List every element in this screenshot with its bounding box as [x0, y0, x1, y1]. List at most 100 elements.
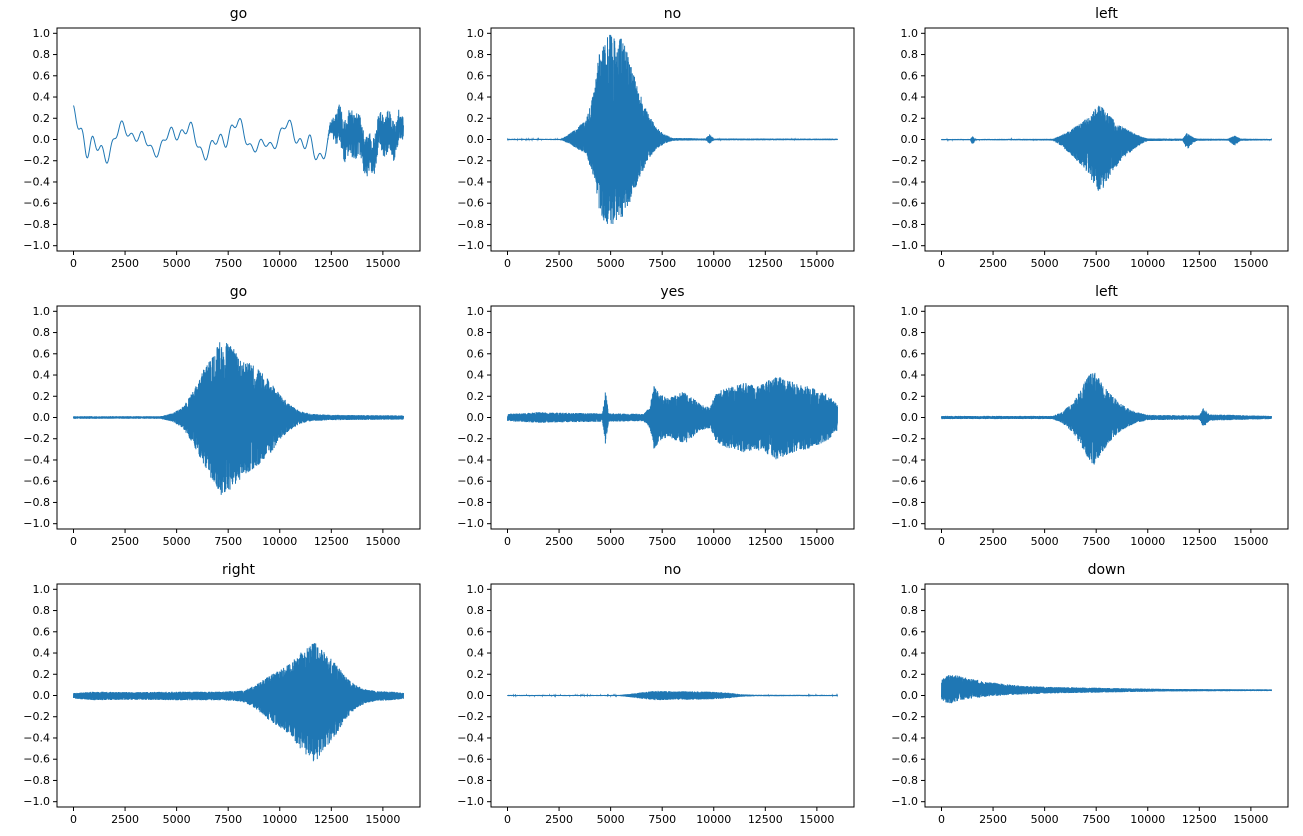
x-tick-label: 2500 [545, 535, 573, 548]
y-tick-label: −0.8 [891, 496, 918, 509]
y-tick-label: −1.0 [23, 239, 50, 252]
subplot-left-2: left 1.0 0.8 0.6 0.4 0.2 0.0 −0.2 −0.4 −0.6 −0.8 −1… [868, 0, 1302, 278]
x-tick-label: 5000 [163, 257, 191, 270]
x-tick-label: 5000 [1031, 813, 1059, 826]
y-tick-label: −0.8 [457, 774, 484, 787]
y-tick-label: 0.0 [467, 689, 485, 702]
y-tick-label: −0.4 [891, 731, 918, 744]
y-tick-label: 0.8 [33, 48, 51, 61]
y-tick-label: 0.0 [33, 411, 51, 424]
x-tick-label: 2500 [979, 813, 1007, 826]
subplot-go-0: go 1.0 0.8 0.6 0.4 0.2 0.0 −0.2 −0.4 −0.6 −0.8 −1.0… [0, 0, 434, 278]
waveform-line [73, 104, 404, 177]
subplot-down-8: down 1.0 0.8 0.6 0.4 0.2 0.0 −0.2 −0.4 −0.6 −0.8 −1… [868, 556, 1302, 834]
plot-area: yes 1.0 0.8 0.6 0.4 0.2 0.0 −0.2 −0.4 −0.6 −0.8 −1.… [457, 284, 855, 548]
x-tick-label: 12500 [314, 813, 349, 826]
x-tick-label: 12500 [748, 535, 783, 548]
y-tick-label: −0.4 [23, 731, 50, 744]
x-tick-label: 2500 [111, 535, 139, 548]
y-tick-label: 0.2 [901, 390, 919, 403]
waveform-line [73, 643, 404, 762]
subplot-title: left [1095, 6, 1118, 22]
y-tick-label: 0.2 [467, 390, 485, 403]
x-tick-label: 5000 [1031, 535, 1059, 548]
y-tick-label: −0.8 [23, 496, 50, 509]
x-tick-label: 15000 [1233, 813, 1268, 826]
subplot-title: left [1095, 284, 1118, 300]
y-tick-label: −0.8 [891, 774, 918, 787]
y-tick-label: −0.4 [23, 453, 50, 466]
subplot-title: yes [660, 284, 684, 300]
y-tick-label: −0.4 [891, 175, 918, 188]
x-tick-label: 2500 [111, 257, 139, 270]
y-tick-label: −0.2 [23, 710, 50, 723]
waveform-line [73, 342, 404, 495]
y-tick-label: −1.0 [23, 795, 50, 808]
y-tick-label: −0.6 [457, 753, 484, 766]
x-tick-label: 2500 [545, 813, 573, 826]
x-tick-label: 2500 [545, 257, 573, 270]
x-tick-label: 15000 [1233, 535, 1268, 548]
waveform-line [941, 105, 1272, 191]
x-tick-label: 10000 [696, 813, 731, 826]
y-tick-label: 0.2 [33, 390, 51, 403]
waveform-line [507, 34, 838, 225]
plot-area: go 1.0 0.8 0.6 0.4 0.2 0.0 −0.2 −0.4 −0.6 −0.8 −1.0… [23, 284, 421, 548]
subplot-title: go [230, 6, 247, 22]
y-tick-label: −0.6 [457, 475, 484, 488]
x-tick-label: 10000 [1130, 257, 1165, 270]
y-tick-label: 0.4 [901, 91, 919, 104]
y-tick-label: 0.4 [33, 647, 51, 660]
x-tick-label: 15000 [799, 813, 834, 826]
x-tick-label: 0 [504, 535, 511, 548]
plot-area: no 1.0 0.8 0.6 0.4 0.2 0.0 −0.2 −0.4 −0.6 −0.8 −1.0… [457, 6, 855, 270]
x-tick-label: 12500 [314, 535, 349, 548]
y-tick-label: −1.0 [457, 795, 484, 808]
y-tick-label: −0.4 [457, 731, 484, 744]
y-tick-label: 1.0 [33, 27, 51, 40]
x-tick-label: 0 [70, 257, 77, 270]
axes-frame [56, 27, 421, 252]
x-tick-label: 0 [70, 535, 77, 548]
x-tick-label: 10000 [696, 535, 731, 548]
y-tick-label: −0.6 [891, 475, 918, 488]
y-tick-label: 1.0 [901, 27, 919, 40]
y-tick-label: 0.6 [33, 69, 51, 82]
x-tick-label: 10000 [262, 813, 297, 826]
y-tick-label: 0.0 [901, 689, 919, 702]
y-tick-label: 0.4 [467, 647, 485, 660]
y-tick-label: 0.8 [901, 326, 919, 339]
x-tick-label: 12500 [748, 257, 783, 270]
x-tick-label: 15000 [365, 813, 400, 826]
y-tick-label: 0.6 [33, 347, 51, 360]
plot-area: left 1.0 0.8 0.6 0.4 0.2 0.0 −0.2 −0.4 −0.6 −0.8 −1… [891, 284, 1289, 548]
y-tick-label: 0.8 [467, 326, 485, 339]
y-tick-label: −0.8 [23, 218, 50, 231]
y-tick-label: 0.4 [901, 369, 919, 382]
y-tick-label: 0.4 [467, 369, 485, 382]
x-tick-label: 7500 [648, 813, 676, 826]
axes-frame [490, 583, 855, 808]
x-tick-label: 7500 [648, 535, 676, 548]
subplot-title: no [664, 562, 681, 578]
y-tick-label: 1.0 [467, 305, 485, 318]
y-tick-label: 0.6 [467, 69, 485, 82]
x-tick-label: 7500 [214, 813, 242, 826]
y-tick-label: 0.6 [901, 69, 919, 82]
x-tick-label: 5000 [597, 535, 625, 548]
y-tick-label: −1.0 [891, 795, 918, 808]
y-tick-label: −0.8 [891, 218, 918, 231]
y-tick-label: 0.6 [467, 625, 485, 638]
y-tick-label: 1.0 [467, 27, 485, 40]
y-tick-label: −0.6 [891, 753, 918, 766]
plot-area: no 1.0 0.8 0.6 0.4 0.2 0.0 −0.2 −0.4 −0.6 −0.8 −1.0… [457, 562, 855, 826]
y-tick-label: 0.2 [467, 668, 485, 681]
plot-area: right 1.0 0.8 0.6 0.4 0.2 0.0 −0.2 −0.4 −0.6 −0.8 −… [23, 562, 421, 826]
y-tick-label: 0.8 [901, 604, 919, 617]
y-tick-label: 0.2 [467, 112, 485, 125]
axes-frame [924, 27, 1289, 252]
y-tick-label: 0.4 [467, 91, 485, 104]
x-tick-label: 15000 [365, 257, 400, 270]
y-tick-label: −0.4 [457, 453, 484, 466]
axes-frame [490, 27, 855, 252]
